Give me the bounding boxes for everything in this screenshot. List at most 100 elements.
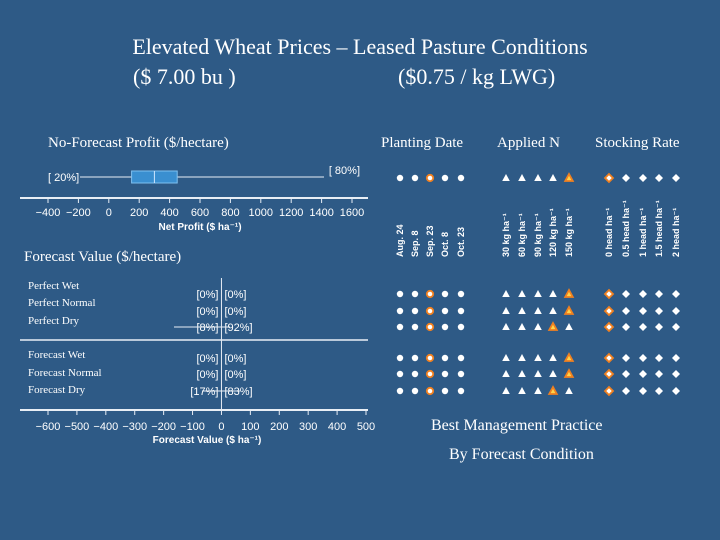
option-label: 0.5 head ha⁻¹: [621, 200, 631, 257]
forecast-tick-label: 100: [241, 421, 259, 433]
forecast-left-label: [0%]: [196, 289, 218, 301]
practice-marker: [563, 305, 575, 315]
practice-marker: [518, 354, 526, 361]
practice-marker: [655, 174, 663, 182]
practice-marker: [603, 352, 615, 364]
practice-marker: [441, 323, 449, 331]
practice-marker: [622, 307, 630, 315]
practice-marker: [603, 321, 615, 333]
practice-marker: [549, 307, 557, 314]
practice-marker: [534, 387, 542, 394]
practice-marker: [639, 370, 647, 378]
practice-marker: [457, 307, 465, 315]
forecast-tick-label: −600: [36, 421, 61, 433]
forecast-right-label: [83%]: [224, 386, 252, 398]
profit-tick-label: 1600: [340, 207, 364, 219]
practice-marker: [655, 307, 663, 315]
practice-marker: [425, 353, 435, 363]
forecast-left-label: [8%]: [196, 322, 218, 334]
practice-marker: [518, 307, 526, 314]
profit-right-label: [ 80%]: [329, 165, 360, 177]
practice-marker: [672, 354, 680, 362]
scenario-label-forecast-dry: Forecast Dry: [28, 384, 86, 396]
practice-marker: [639, 307, 647, 315]
practice-marker: [549, 370, 557, 377]
forecast-right-label: [0%]: [224, 353, 246, 365]
scenario-label-perfect-normal: Perfect Normal: [28, 297, 96, 309]
practice-marker: [549, 174, 557, 181]
profit-tick-label: 200: [130, 207, 148, 219]
practice-marker: [534, 323, 542, 330]
profit-tick-label: 1200: [279, 207, 303, 219]
forecast-tick-label: −500: [65, 421, 90, 433]
applied-n-header: Applied N: [497, 135, 560, 151]
practice-marker: [411, 354, 419, 362]
forecast-tick-label: 500: [357, 421, 375, 433]
forecast-right-label: [0%]: [224, 306, 246, 318]
slide-title: Elevated Wheat Prices – Leased Pasture C…: [132, 34, 588, 59]
practice-marker: [563, 172, 575, 182]
forecast-left-label: [17%]: [190, 386, 218, 398]
practice-marker: [411, 387, 419, 395]
practice-marker: [396, 290, 404, 298]
forecast-right-label: [0%]: [224, 289, 246, 301]
profit-axis-title: Net Profit ($ ha⁻¹): [158, 222, 241, 233]
practice-marker: [441, 370, 449, 378]
practice-marker: [518, 323, 526, 330]
practice-marker: [549, 290, 557, 297]
forecast-tick-label: 400: [328, 421, 346, 433]
practice-marker: [563, 368, 575, 378]
caption-line-1: Best Management Practice: [431, 417, 603, 434]
option-label: 1.5 head ha⁻¹: [654, 200, 664, 257]
practice-marker: [639, 354, 647, 362]
option-label: Aug. 24: [395, 224, 405, 257]
practice-marker: [411, 174, 419, 182]
option-label: Oct. 23: [456, 227, 466, 257]
practice-marker: [534, 174, 542, 181]
practice-marker: [425, 173, 435, 183]
practice-marker: [622, 323, 630, 331]
caption-line-2: By Forecast Condition: [449, 446, 594, 463]
wheat-price-label: ($ 7.00 bu ): [133, 64, 236, 89]
practice-marker: [639, 174, 647, 182]
practice-marker: [639, 387, 647, 395]
practice-marker: [502, 174, 510, 181]
forecast-left-label: [0%]: [196, 353, 218, 365]
practice-marker: [672, 174, 680, 182]
practice-marker: [534, 307, 542, 314]
practice-marker: [441, 307, 449, 315]
practice-marker: [534, 354, 542, 361]
practice-marker: [411, 323, 419, 331]
forecast-value-title: Forecast Value ($/hectare): [24, 249, 182, 265]
practice-marker: [411, 370, 419, 378]
practice-marker: [457, 370, 465, 378]
option-label: 2 head ha⁻¹: [671, 208, 681, 257]
forecast-tick-label: −200: [151, 421, 176, 433]
practice-marker: [622, 370, 630, 378]
practice-marker: [396, 354, 404, 362]
practice-marker: [655, 290, 663, 298]
practice-marker: [502, 354, 510, 361]
practice-marker: [457, 387, 465, 395]
profit-tick-label: 0: [106, 207, 112, 219]
practice-marker: [672, 370, 680, 378]
practice-marker: [655, 387, 663, 395]
practice-marker: [603, 305, 615, 317]
forecast-left-label: [0%]: [196, 306, 218, 318]
practice-marker: [563, 352, 575, 362]
option-label: 90 kg ha⁻¹: [533, 213, 543, 257]
practice-marker: [396, 174, 404, 182]
practice-marker: [672, 387, 680, 395]
option-label: 0 head ha⁻¹: [604, 208, 614, 257]
forecast-tick-label: 300: [299, 421, 317, 433]
practice-marker: [547, 321, 559, 331]
practice-marker: [518, 370, 526, 377]
practice-marker: [603, 288, 615, 300]
practice-marker: [502, 370, 510, 377]
forecast-tick-label: −400: [93, 421, 118, 433]
practice-marker: [622, 174, 630, 182]
option-label: Sep. 23: [425, 225, 435, 257]
practice-marker: [603, 172, 615, 184]
practice-marker: [534, 370, 542, 377]
practice-marker: [672, 323, 680, 331]
